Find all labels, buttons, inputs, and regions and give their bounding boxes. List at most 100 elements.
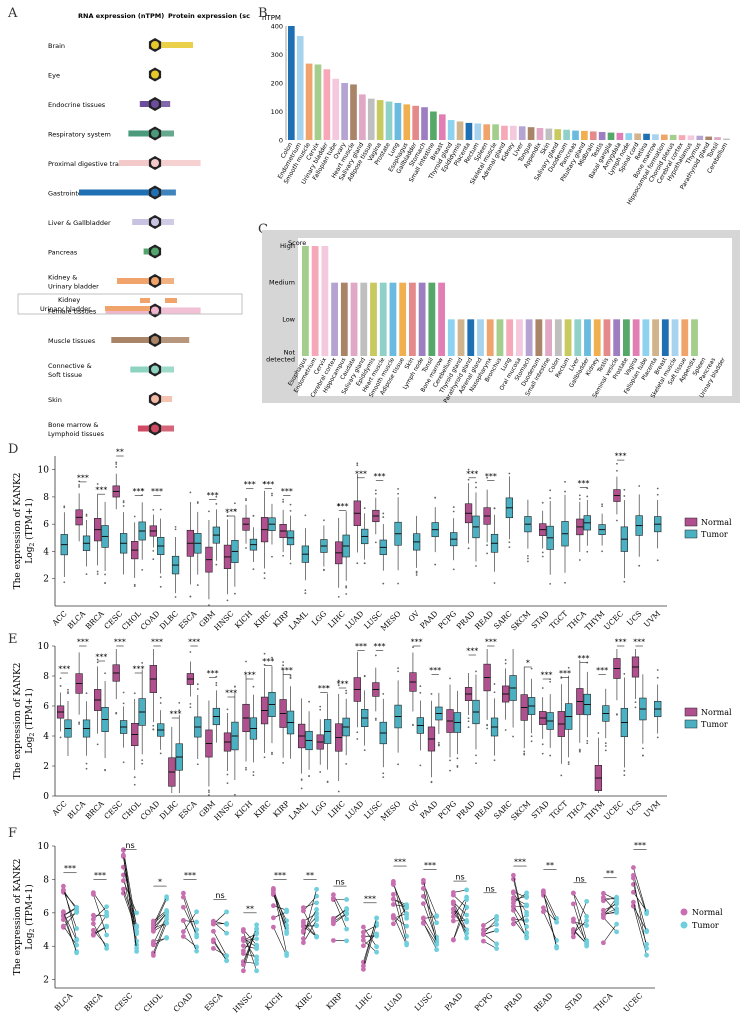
outlier [656, 669, 659, 671]
tissue-icon-dot [151, 129, 159, 138]
bar [486, 319, 494, 356]
pair-line [603, 893, 617, 901]
x-tick-label: LUSC [413, 991, 435, 1013]
sig-label: *** [207, 491, 219, 500]
normal-point [511, 890, 516, 896]
outlier [623, 488, 626, 491]
tumor-point [104, 909, 109, 915]
paired-sample-plot: 2 4 6 8 10 The expression of KANK2 Log2 (TPM+1… [13, 841, 723, 1015]
tumor-point [374, 949, 379, 955]
sig-label: *** [94, 871, 106, 880]
pair-line [153, 922, 167, 956]
bar [496, 319, 504, 356]
normal-point [121, 878, 126, 884]
pair-line [333, 897, 347, 930]
bar [501, 125, 508, 140]
normal-point [301, 924, 306, 929]
outlier [337, 684, 340, 687]
outlier [233, 685, 236, 688]
outlier [174, 525, 177, 528]
normal-point [481, 922, 486, 928]
rna-bar [128, 130, 155, 137]
normal-point [211, 937, 216, 943]
protein-header: Protein expression (score) [168, 12, 250, 20]
bar [340, 282, 348, 356]
normal-point [61, 913, 66, 918]
x-tick-label: STAD [563, 991, 584, 1012]
outlier [397, 670, 399, 673]
sig-label: *** [114, 638, 126, 647]
sig-label: *** [559, 669, 571, 678]
outlier [549, 754, 552, 757]
bar [332, 78, 340, 140]
outlier [449, 769, 451, 772]
outlier [141, 759, 144, 762]
tumor-point [74, 910, 79, 915]
sig-label: *** [429, 666, 441, 675]
tumor-point [464, 912, 469, 918]
outlier [437, 741, 440, 744]
bar [723, 138, 730, 140]
normal-point [571, 927, 576, 932]
normal-point [481, 938, 486, 944]
outlier [345, 586, 348, 589]
outlier [412, 723, 414, 726]
outlier [323, 519, 325, 522]
tissue-icon-dot [151, 395, 159, 403]
outlier [641, 754, 644, 757]
outlier [78, 721, 81, 724]
x-tick-label: TGCT [548, 799, 570, 821]
sig-label: *** [225, 689, 237, 698]
outlier [530, 740, 533, 743]
normal-point [361, 943, 366, 949]
y-tick-label: 100 [271, 108, 283, 116]
pair-line [273, 927, 287, 956]
normal-point [121, 886, 126, 892]
outlier [345, 692, 348, 695]
bar [603, 319, 611, 356]
bar [430, 111, 437, 140]
sig-label: *** [578, 654, 590, 663]
outlier [133, 692, 136, 695]
tumor-point [494, 917, 499, 923]
bar [527, 127, 535, 140]
tumor-point [344, 897, 349, 902]
x-tick-label: LIHC [354, 991, 375, 1012]
outlier [189, 491, 192, 494]
tumor-point [404, 933, 409, 939]
outlier [549, 497, 552, 500]
bar [428, 282, 436, 356]
outlier [523, 750, 526, 753]
sig-label: *** [411, 638, 423, 647]
pair-line [453, 908, 467, 923]
normal-point [451, 892, 456, 898]
normal-point [421, 901, 426, 907]
rna-bar [79, 189, 155, 196]
tissue-icon-dot [151, 41, 159, 49]
tumor-point [644, 911, 649, 917]
outlier [578, 559, 581, 561]
sig-label: ** [246, 904, 254, 913]
tumor-point [614, 897, 619, 903]
tumor-point [464, 897, 469, 903]
outlier [345, 762, 348, 765]
x-tick-label: ESCA [203, 991, 225, 1013]
tumor-point [194, 909, 200, 915]
tumor-point [644, 952, 649, 958]
normal-point [151, 939, 156, 944]
pair-line [183, 920, 197, 952]
normal-point [451, 899, 456, 905]
outlier [374, 489, 377, 492]
pair-line [393, 899, 407, 908]
tumor-point [344, 916, 349, 922]
outlier [263, 577, 266, 580]
pair-line [483, 919, 497, 934]
normal-point [361, 924, 366, 930]
x-tick-label: UCEC [622, 991, 645, 1014]
outlier [541, 743, 544, 746]
tumor-point [314, 911, 319, 916]
pair-line [573, 893, 587, 941]
outlier [159, 696, 162, 699]
bar [613, 319, 621, 356]
outlier [289, 503, 292, 506]
